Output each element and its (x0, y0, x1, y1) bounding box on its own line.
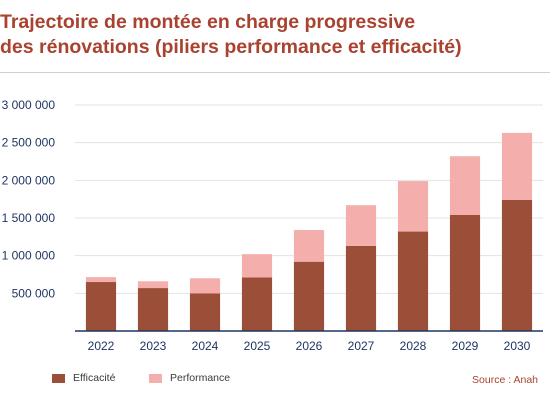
source-note: Source : Anah (472, 374, 538, 386)
bar-performance-2030 (501, 132, 533, 200)
x-tick-label: 2027 (348, 339, 375, 353)
bar-efficacite-2028 (397, 231, 429, 331)
bar-performance-2024 (189, 278, 221, 294)
chart-title-line-2: des rénovations (piliers performance et … (0, 36, 462, 58)
bar-performance-2025 (241, 254, 273, 278)
x-tick-label: 2022 (88, 339, 115, 353)
x-tick-label: 2025 (244, 339, 271, 353)
x-tick-label: 2024 (192, 339, 219, 353)
chart-title-line-1: Trajectoire de montée en charge progress… (0, 11, 416, 33)
title-divider (0, 72, 550, 73)
y-tick-label: 2 500 000 (2, 136, 56, 150)
x-tick-label: 2030 (504, 339, 531, 353)
bar-performance-2028 (397, 181, 429, 232)
y-tick-label: 1 000 000 (2, 249, 56, 263)
bar-efficacite-2022 (85, 282, 117, 331)
x-tick-label: 2026 (296, 339, 323, 353)
y-tick-label: 1 500 000 (2, 211, 56, 225)
y-tick-label: 3 000 000 (2, 98, 56, 112)
bar-performance-2022 (85, 277, 117, 283)
bar-efficacite-2030 (501, 199, 533, 331)
legend-label-efficacite: Efficacité (73, 372, 116, 384)
y-tick-label: 500 000 (12, 286, 56, 300)
bar-efficacite-2025 (241, 277, 273, 331)
bar-efficacite-2024 (189, 293, 221, 331)
bar-performance-2026 (293, 230, 325, 262)
bar-efficacite-2029 (449, 214, 481, 331)
x-tick-label: 2029 (452, 339, 479, 353)
chart-title: Trajectoire de montée en charge progress… (0, 10, 548, 60)
legend-item-performance: Performance (149, 372, 230, 384)
legend-swatch-performance (149, 373, 162, 383)
bar-performance-2029 (449, 156, 481, 215)
y-tick-label: 2 000 000 (2, 173, 56, 187)
bar-performance-2023 (137, 281, 169, 289)
bar-efficacite-2023 (137, 288, 169, 331)
legend-item-efficacite: Efficacité (52, 372, 115, 384)
legend-label-performance: Performance (170, 372, 231, 384)
legend-swatch-efficacite (52, 373, 65, 383)
x-tick-label: 2023 (140, 339, 167, 353)
bar-performance-2027 (345, 205, 377, 246)
bar-efficacite-2027 (345, 245, 377, 331)
bar-efficacite-2026 (293, 261, 325, 331)
x-tick-label: 2028 (400, 339, 427, 353)
